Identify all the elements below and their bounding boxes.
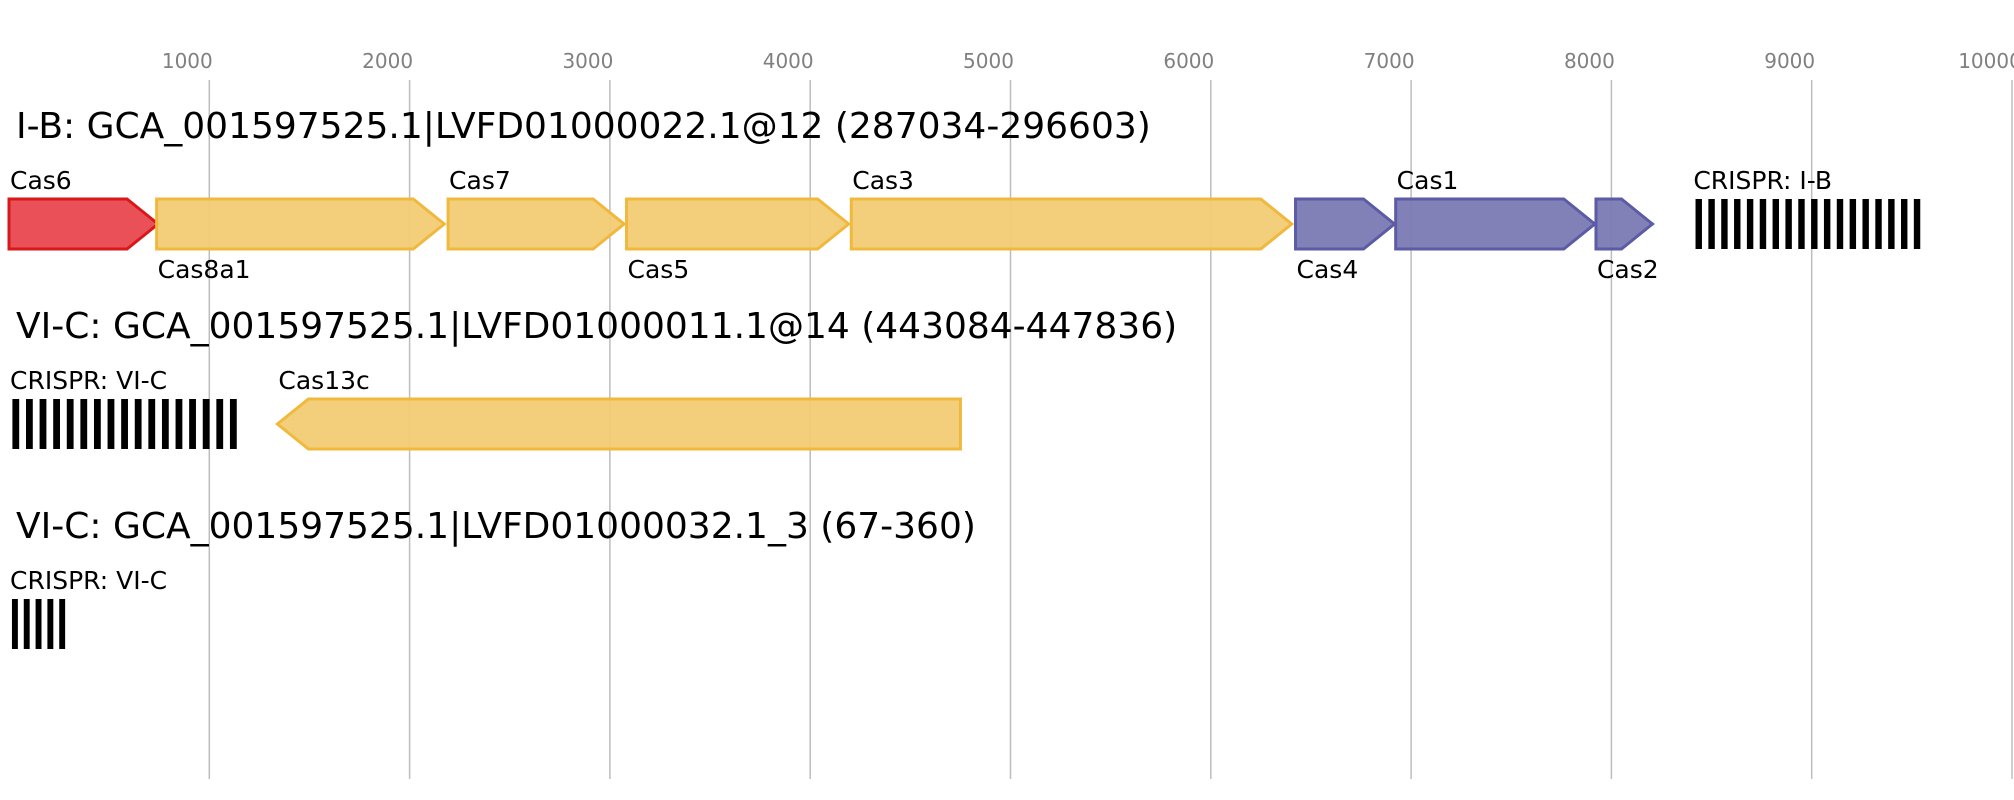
crispr-label: CRISPR: I-B: [1693, 166, 1832, 195]
gene-label: Cas3: [852, 166, 914, 195]
gene-label: Cas6: [10, 166, 72, 195]
crispr-label: CRISPR: VI-C: [10, 366, 167, 395]
crispr-repeat: [1721, 199, 1728, 249]
gene-arrow: [446, 197, 627, 251]
crispr-repeat: [216, 399, 224, 449]
track-title: VI-C: GCA_001597525.1|LVFD01000011.1@14 …: [16, 306, 1177, 347]
x-tick-label: 4000: [763, 49, 814, 73]
crispr-array: [1695, 199, 1921, 249]
gene-arrow: [625, 197, 852, 251]
gene-arrow: [7, 197, 161, 251]
crispr-repeat: [23, 599, 30, 649]
gene-label: Cas1: [1397, 166, 1459, 195]
crispr-repeat: [1734, 199, 1741, 249]
crispr-repeat: [80, 399, 88, 449]
gene-arrow: [1394, 197, 1598, 251]
crispr-repeat: [1759, 199, 1767, 249]
gene-label: Cas13c: [278, 366, 369, 395]
gene-label: Cas7: [449, 166, 511, 195]
x-tick-label: 8000: [1564, 49, 1615, 73]
gene-label: Cas2: [1597, 255, 1659, 284]
crispr-repeat: [25, 399, 33, 449]
x-tick-label: 3000: [562, 49, 613, 73]
crispr-repeat: [39, 399, 47, 449]
x-tick-label: 1000: [162, 49, 213, 73]
crispr-repeat: [161, 399, 169, 449]
x-tick-label: 6000: [1163, 49, 1214, 73]
x-tick-label: 10000: [1958, 49, 2014, 73]
crispr-repeat: [1900, 199, 1908, 249]
crispr-label: CRISPR: VI-C: [10, 566, 167, 595]
crispr-repeat: [189, 399, 196, 449]
crispr-repeat: [1862, 199, 1869, 249]
gene-arrow: [155, 197, 447, 251]
gene-label: Cas4: [1297, 255, 1359, 284]
crispr-repeat: [59, 599, 66, 649]
gene-arrow: [1594, 197, 1655, 251]
track-title: I-B: GCA_001597525.1|LVFD01000022.1@12 (…: [16, 106, 1151, 147]
crispr-repeat: [1849, 199, 1857, 249]
crispr-repeat: [1785, 199, 1792, 249]
crispr-repeat: [1708, 199, 1715, 249]
crispr-repeat: [53, 399, 60, 449]
crispr-repeat: [11, 599, 18, 649]
crispr-repeat: [175, 399, 183, 449]
crispr-repeat: [1823, 199, 1831, 249]
x-tick-label: 9000: [1764, 49, 1815, 73]
gene-label: Cas5: [628, 255, 690, 284]
x-tick-label: 2000: [362, 49, 413, 73]
gene-label: Cas8a1: [158, 255, 251, 284]
crispr-array: [12, 399, 237, 449]
crispr-repeat: [107, 399, 115, 449]
crispr-repeat: [1888, 199, 1895, 249]
crispr-repeat: [121, 399, 128, 449]
crispr-repeat: [66, 399, 74, 449]
crispr-array: [11, 599, 66, 649]
gene-arrow: [849, 197, 1295, 251]
crispr-repeat: [1746, 199, 1754, 249]
crispr-repeat: [1811, 199, 1818, 249]
crispr-repeat: [12, 399, 20, 449]
crispr-repeat: [229, 399, 237, 449]
crispr-repeat: [1695, 199, 1702, 249]
crispr-repeat: [35, 599, 42, 649]
gene-arrow: [1294, 197, 1397, 251]
crispr-repeat: [1913, 199, 1921, 249]
x-tick-label: 5000: [963, 49, 1014, 73]
crispr-repeat: [148, 399, 156, 449]
crispr-repeat: [134, 399, 142, 449]
crispr-repeat: [1772, 199, 1780, 249]
crispr-repeat: [1875, 199, 1882, 249]
gene-arrow: [275, 397, 962, 451]
x-tick-label: 7000: [1364, 49, 1415, 73]
crispr-repeat: [1836, 199, 1844, 249]
crispr-repeat: [47, 599, 54, 649]
track-title: VI-C: GCA_001597525.1|LVFD01000032.1_3 (…: [16, 506, 976, 547]
crispr-repeat: [93, 399, 101, 449]
crispr-repeat: [202, 399, 210, 449]
crispr-repeat: [1798, 199, 1805, 249]
